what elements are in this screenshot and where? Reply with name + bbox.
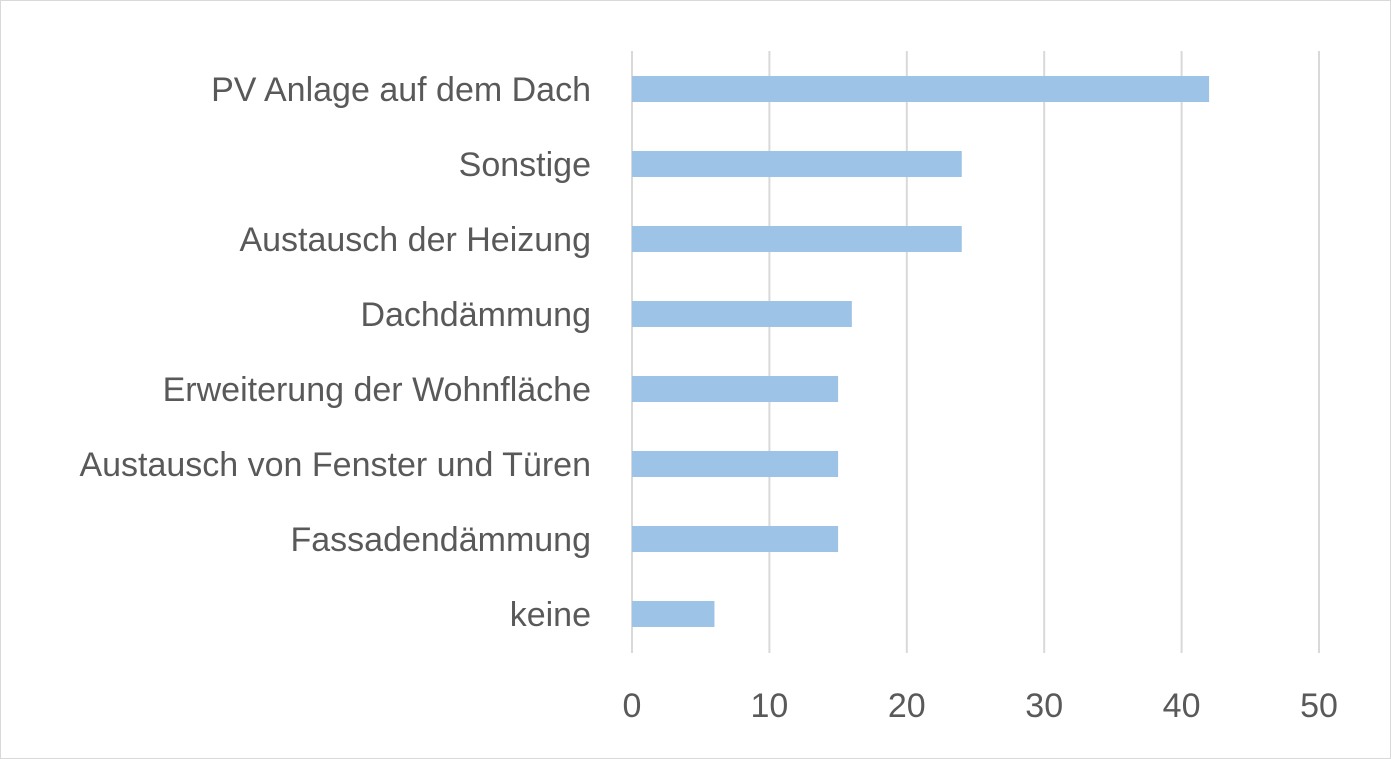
bar (632, 451, 839, 477)
x-tick-label: 50 (1300, 687, 1338, 725)
bar (632, 76, 1210, 102)
bar-layer (632, 76, 1210, 627)
x-tick-label: 10 (750, 687, 788, 725)
category-label: Fassadendämmung (290, 521, 591, 559)
category-label: Austausch der Heizung (239, 221, 591, 259)
x-tick-label: 0 (623, 687, 642, 725)
grid-layer (631, 51, 1320, 653)
bar (632, 376, 839, 402)
category-label: Erweiterung der Wohnfläche (163, 371, 591, 409)
x-tick-labels: 0 10 20 30 40 50 (623, 687, 1338, 725)
x-tick-label: 30 (1025, 687, 1063, 725)
category-label: Dachdämmung (360, 296, 591, 334)
bar (632, 226, 962, 252)
category-label: PV Anlage auf dem Dach (211, 71, 591, 109)
x-tick-label: 40 (1163, 687, 1201, 725)
category-label: Sonstige (459, 146, 591, 184)
bar (632, 601, 715, 627)
category-label: Austausch von Fenster und Türen (79, 446, 591, 484)
x-tick-label: 20 (888, 687, 926, 725)
bar (632, 151, 962, 177)
category-label: keine (510, 596, 591, 634)
category-labels: PV Anlage auf dem Dach Sonstige Austausch … (79, 71, 591, 634)
bar (632, 301, 852, 327)
bar (632, 526, 839, 552)
